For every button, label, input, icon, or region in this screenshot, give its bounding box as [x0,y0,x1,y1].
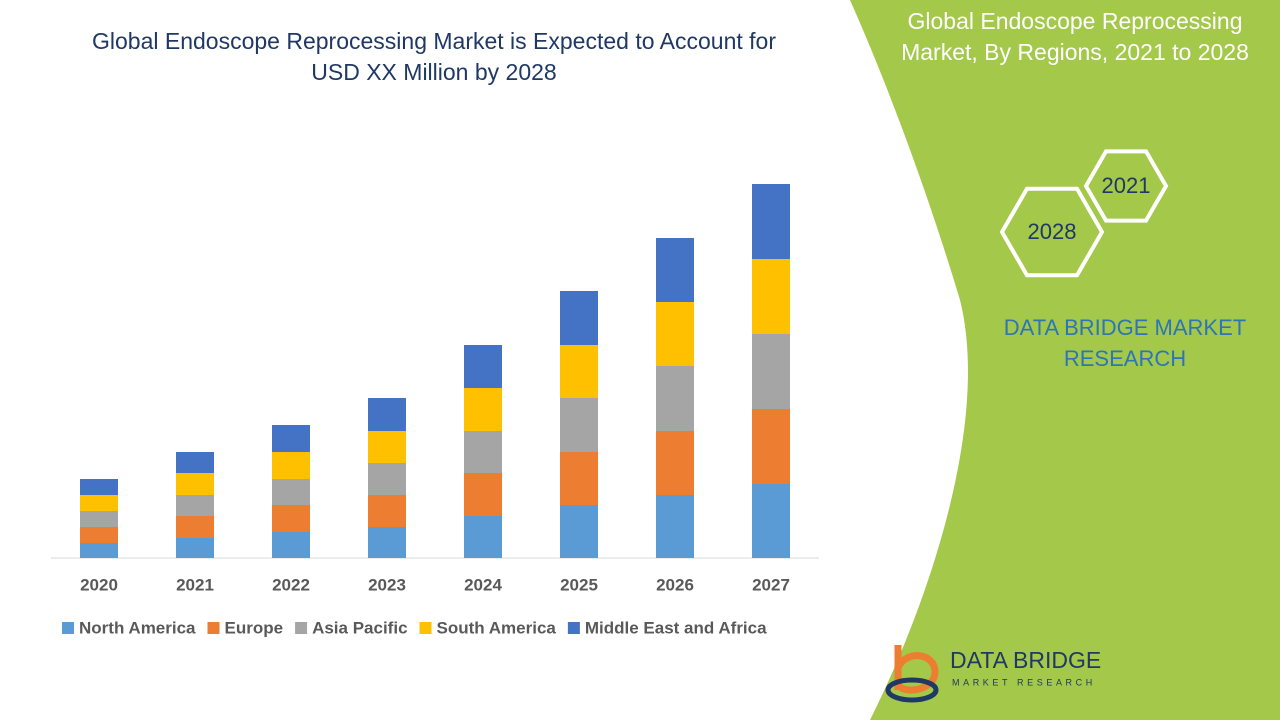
logo: DATA BRIDGE MARKET RESEARCH [885,645,1101,703]
hexagon [999,186,1105,278]
bar-segment [752,259,790,334]
bar-segment [656,495,694,558]
bar-segment [176,452,214,473]
legend-label: South America [437,618,557,637]
bar-segment [176,495,214,516]
bar-segment [464,345,502,388]
bar-segment [752,334,790,409]
bar-segment [560,345,598,398]
bar-segment [176,473,214,495]
legend-label: Europe [225,618,284,637]
bar-segment [80,495,118,511]
bar-segment [80,479,118,495]
bar-segment [656,238,694,302]
hexagon [1083,149,1169,223]
legend-swatch [207,622,220,634]
hexagon-label: 2021 [1102,173,1151,198]
logo-subtext: MARKET RESEARCH [952,677,1096,687]
bar-segment [464,431,502,473]
chart-title: Global Endoscope Reprocessing Market is … [92,28,776,85]
bar-segment [368,527,406,558]
bar-segment [368,431,406,463]
bar-segment [656,302,694,366]
legend-label: North America [79,618,196,637]
legend-label: Asia Pacific [312,618,407,637]
legend-swatch [62,622,74,634]
hexagon-label: 2028 [1028,219,1077,244]
bar-segment [80,543,118,558]
x-tick-label: 2020 [80,575,118,594]
logo-text: DATA BRIDGE [950,647,1101,673]
bar-segment [560,505,598,558]
side-title: Global Endoscope Reprocessing Market, By… [901,8,1249,65]
brand-text: DATA BRIDGE MARKET RESEARCH [1003,315,1247,371]
bar-segment [656,366,694,431]
bar-segment [272,505,310,532]
legend-label: Middle East and Africa [585,618,767,637]
x-tick-label: 2022 [272,575,310,594]
legend-swatch [295,622,308,634]
bar-segment [368,495,406,527]
bar-segment [464,516,502,558]
x-tick-label: 2023 [368,575,406,594]
bar-segment [560,452,598,505]
bar-segment [272,425,310,452]
bar-segment [752,484,790,558]
bar-segment [80,511,118,527]
bar-segment [272,452,310,479]
bar-segment [368,398,406,431]
legend-swatch [567,622,580,634]
bar-segment [272,532,310,558]
x-tick-label: 2024 [464,575,502,594]
bar-segment [656,431,694,495]
x-tick-label: 2027 [752,575,790,594]
bar-segment [80,527,118,543]
legend-swatch [419,622,432,634]
bar-segment [560,398,598,452]
x-tick-label: 2026 [656,575,694,594]
bar-segment [272,479,310,505]
x-tick-label: 2025 [560,575,598,594]
logo-ring [885,677,939,703]
side-panel [850,0,1280,720]
x-tick-label: 2021 [176,575,214,594]
bar-segment [560,291,598,345]
bar-segment [752,409,790,484]
bar-segment [464,473,502,516]
bar-segment [752,184,790,259]
bar-segment [176,516,214,538]
bar-segment [368,463,406,495]
bar-segment [464,388,502,431]
bar-segment [176,538,214,558]
